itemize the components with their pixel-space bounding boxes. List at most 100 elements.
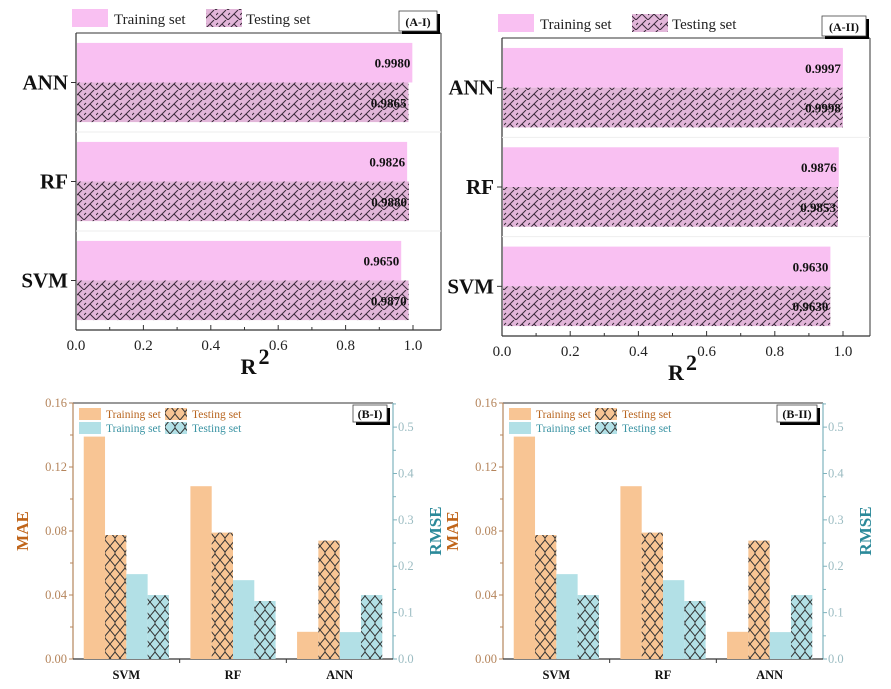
bar-training-rmse-svm [126, 574, 148, 659]
bar-training-ann [77, 42, 413, 83]
legend-swatch-testing-mae [165, 408, 187, 420]
bar-training-rmse-rf [663, 580, 685, 659]
bar-testing-ann [503, 87, 843, 128]
legend-label-testing-mae: Testing set [622, 409, 672, 421]
right-y-axis-label: RMSE [856, 506, 875, 555]
left-y-tick-label: 0.12 [475, 460, 497, 474]
category-label-rf: RF [225, 668, 242, 682]
left-y-tick-label: 0.16 [45, 396, 67, 410]
x-tick-label: 0.4 [201, 338, 220, 354]
category-label-svm: SVM [21, 269, 68, 293]
legend-label-testing-rmse: Testing set [622, 423, 672, 435]
legend-swatch-testing-mae [595, 408, 617, 420]
right-y-tick-label: 0.0 [398, 652, 414, 666]
bar-training-rmse-rf [233, 580, 255, 659]
legend-label-training: Training set [114, 12, 186, 28]
bar-training-mae-rf [190, 486, 212, 659]
x-tick-label: 0.0 [493, 344, 512, 360]
x-axis-label: R [668, 360, 685, 385]
legend-swatch-training [72, 9, 108, 27]
bar-training-rmse-ann [339, 632, 361, 659]
right-y-tick-label: 0.3 [398, 513, 414, 527]
value-label-testing-svm: 0.9630 [793, 299, 829, 314]
x-axis-label: R [241, 354, 258, 379]
x-tick-label: 0.2 [134, 338, 153, 354]
category-label-svm: SVM [542, 668, 570, 682]
category-label-ann: ANN [23, 71, 69, 95]
bar-testing-rmse-rf [254, 601, 276, 659]
bar-testing-mae-ann [318, 540, 340, 659]
chart-a-ii: (A-II) Training set Testing set 0.9997 0.999… [447, 14, 871, 385]
right-y-tick-label: 0.5 [398, 420, 414, 434]
bar-training-mae-svm [83, 436, 106, 659]
bar-testing-mae-svm [535, 535, 557, 659]
value-label-testing-rf: 0.9853 [800, 200, 836, 215]
x-tick-label: 0.4 [629, 344, 648, 360]
bar-training-mae-svm [513, 436, 536, 659]
bar-testing-rmse-ann [360, 595, 383, 659]
value-label-training-svm: 0.9650 [363, 254, 399, 269]
legend-swatch-testing-rmse [165, 422, 187, 434]
right-y-tick-label: 0.1 [828, 606, 844, 620]
right-y-tick-label: 0.4 [398, 466, 414, 480]
panel-label-box [398, 10, 438, 32]
bar-testing-rmse-ann [790, 595, 813, 659]
legend-label-training-mae: Training set [106, 409, 162, 421]
value-label-testing-rf: 0.9880 [371, 194, 407, 209]
legend-swatch-testing-rmse [595, 422, 617, 434]
x-tick-label: 0.2 [561, 344, 580, 360]
bar-testing-rf [503, 187, 838, 227]
panel-label-box [352, 404, 388, 423]
x-tick-label: 0.6 [697, 344, 716, 360]
legend-label-testing: Testing set [672, 17, 737, 33]
bar-testing-mae-rf [211, 532, 233, 659]
value-label-training-rf: 0.9826 [369, 155, 405, 170]
panel-label-box [821, 15, 867, 37]
panel-label: (A-II) [829, 20, 859, 34]
bar-training-rmse-ann [769, 632, 791, 659]
value-label-testing-ann: 0.9998 [805, 101, 841, 116]
legend-label-testing-mae: Testing set [192, 409, 242, 421]
left-y-tick-label: 0.12 [45, 460, 67, 474]
right-y-tick-label: 0.1 [398, 606, 414, 620]
category-label-rf: RF [40, 170, 68, 194]
left-y-tick-label: 0.08 [45, 524, 67, 538]
value-label-training-svm: 0.9630 [793, 259, 829, 274]
legend-swatch-training-rmse [79, 422, 101, 434]
x-tick-label: 0.0 [67, 338, 86, 354]
value-label-training-ann: 0.9980 [375, 56, 411, 71]
left-y-tick-label: 0.00 [475, 652, 497, 666]
category-label-ann: ANN [756, 668, 783, 682]
legend-label-training: Training set [540, 17, 612, 33]
value-label-testing-svm: 0.9870 [371, 293, 407, 308]
bar-testing-mae-rf [641, 532, 663, 659]
x-axis-label-superscript: 2 [259, 344, 270, 369]
bar-testing-mae-svm [105, 535, 127, 659]
chart-b-i: 0.00 0.04 0.08 0.12 0.16 0.0 0.1 0.2 0.3 0.4 0.5 MA… [13, 396, 445, 682]
x-tick-label: 0.6 [269, 338, 288, 354]
bar-training-rf [503, 147, 839, 187]
bar-training-mae-rf [620, 486, 642, 659]
bar-training-mae-ann [727, 631, 749, 659]
legend-label-training-rmse: Training set [536, 423, 592, 435]
value-label-training-rf: 0.9876 [801, 160, 837, 175]
left-y-tick-label: 0.16 [475, 396, 497, 410]
legend-swatch-training-rmse [509, 422, 531, 434]
bar-testing-rf [77, 181, 409, 222]
legend-label-testing: Testing set [246, 12, 311, 28]
left-y-tick-label: 0.04 [475, 588, 498, 602]
x-tick-label: 0.8 [765, 344, 784, 360]
left-y-axis-label: MAE [13, 511, 32, 551]
panel-label: (A-I) [405, 15, 430, 29]
right-y-tick-label: 0.4 [828, 466, 844, 480]
legend-swatch-testing [206, 9, 242, 27]
category-label-svm: SVM [447, 274, 494, 298]
x-axis-label-superscript: 2 [686, 350, 697, 375]
right-y-tick-label: 0.3 [828, 513, 844, 527]
left-y-axis-label: MAE [443, 511, 462, 551]
left-y-tick-label: 0.04 [45, 588, 68, 602]
bar-training-mae-ann [297, 631, 319, 659]
bar-training-svm [77, 240, 402, 281]
legend-label-testing-rmse: Testing set [192, 423, 242, 435]
